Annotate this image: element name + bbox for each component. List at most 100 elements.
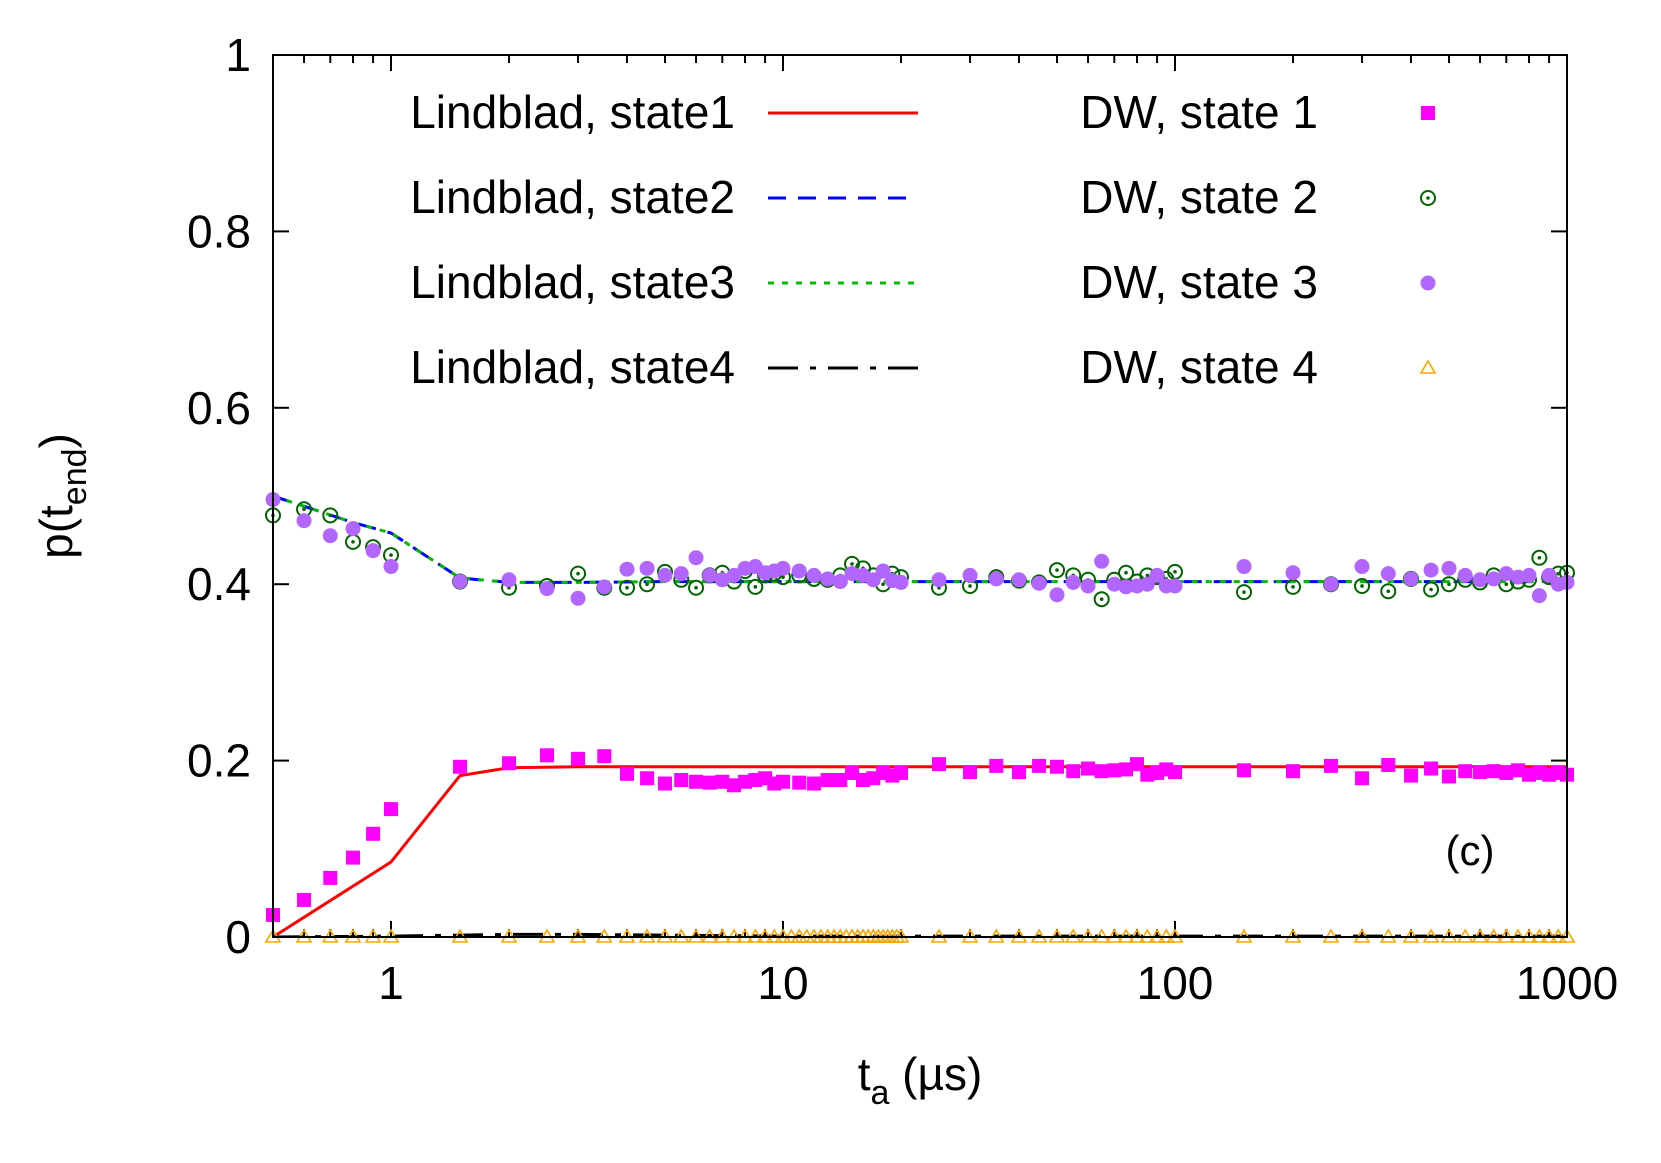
dw-state3-point: [1403, 571, 1419, 587]
dw-state1-point: [539, 748, 554, 763]
x-axis-label-rest: (µs): [889, 1048, 982, 1100]
dw-state1-point: [1486, 764, 1501, 779]
dw-state2-point-dot: [694, 585, 698, 590]
dw-state1-point: [689, 774, 704, 789]
dw-state1-point: [1032, 758, 1047, 773]
dw-state1-point: [323, 870, 338, 885]
dw-markers: [264, 492, 1576, 943]
dw-state2-point-ring: [1354, 577, 1371, 594]
dw-state1-point: [346, 850, 361, 865]
dw-state2-point-dot: [576, 571, 580, 576]
dw-state3-point: [1457, 567, 1473, 583]
dw-state1-point: [1458, 764, 1473, 779]
legend-label: DW, state 3: [1080, 256, 1318, 308]
dw-state3-point: [1049, 587, 1065, 603]
dw-state2-point-dot: [351, 540, 355, 544]
dw-state3-point: [806, 567, 822, 583]
lindblad-state2-line: [273, 494, 1567, 584]
dw-state1-point: [776, 774, 791, 789]
dw-state2-point: [747, 578, 764, 595]
dw-state1-point: [571, 751, 586, 766]
dw-state2-point-dot: [1360, 584, 1364, 588]
dw-state2-point-ring: [1048, 562, 1065, 579]
dw-state3-point: [639, 560, 655, 576]
dw-state3-point: [714, 572, 730, 588]
dw-state2-point: [1380, 583, 1397, 600]
dw-state2-point-dot: [1386, 589, 1391, 594]
dw-state2-point-dot: [1173, 570, 1177, 574]
dw-state3-point: [1510, 569, 1526, 585]
tick-labels: 0 0.2 0.4 0.6 0.8 1 1 10 100 1000: [187, 29, 1618, 1009]
dw-state3-point: [1531, 588, 1547, 604]
y-tick-label: 0.8: [187, 205, 251, 257]
dw-state1-point: [1323, 758, 1338, 773]
legend-label: Lindblad, state1: [410, 86, 735, 138]
dw-state3-point: [1423, 562, 1439, 578]
y-axis-label-main: p(t: [30, 505, 82, 559]
dw-state2-point: [1048, 562, 1065, 579]
dw-state1-point: [833, 773, 848, 788]
y-tick-label: 0.6: [187, 382, 251, 434]
dw-state2-point: [1093, 591, 1110, 608]
dw-state3-point: [775, 560, 791, 576]
dw-state1-point: [820, 773, 835, 788]
dw-state1-point: [384, 802, 399, 817]
dw-state3-point: [820, 571, 836, 587]
y-tick-label: 0: [225, 911, 251, 963]
x-axis-label-sub: a: [870, 1074, 889, 1112]
dw-state1-point: [1066, 764, 1081, 779]
dw-state3-point: [1354, 559, 1370, 575]
lindblad-state3-line: [273, 494, 1567, 584]
dw-state1-point: [1381, 758, 1396, 773]
dw-state2-point-ring: [1423, 581, 1440, 598]
y-axis-label: p(tend): [30, 433, 94, 559]
dw-state2-point: [619, 579, 636, 596]
dw-state2-point: [570, 565, 587, 582]
dw-state2-point-dot: [1145, 573, 1150, 578]
legend-label: Lindblad, state3: [410, 256, 735, 308]
dw-state2-point: [1167, 563, 1184, 580]
dw-state3-point: [1441, 560, 1457, 576]
x-tick-label: 1: [378, 957, 404, 1009]
dw-state3-point: [365, 543, 381, 559]
dw-state3-point: [296, 513, 312, 529]
y-tick-label: 0.2: [187, 735, 251, 787]
dw-state3-point: [345, 521, 361, 537]
dw-state1-point: [1130, 757, 1145, 772]
dw-state1-point: [1286, 764, 1301, 779]
dw-state3-point: [962, 567, 978, 583]
dw-state1-point: [1107, 763, 1122, 778]
legend-marker-sample: [1420, 190, 1436, 206]
dw-state2-point-dot: [389, 553, 393, 557]
legend-label: DW, state 4: [1080, 341, 1318, 393]
dw-state3-point: [596, 579, 612, 595]
dw-state3-point: [988, 571, 1004, 587]
dw-state3-point: [702, 567, 718, 583]
dw-state2-point: [345, 533, 362, 550]
dw-state2-point-dot: [968, 584, 972, 588]
dw-state3-point: [1031, 575, 1047, 591]
dw-state1-point: [1049, 759, 1064, 774]
dw-state1-point: [1168, 765, 1183, 780]
dw-state3-point: [844, 566, 860, 582]
dw-state2-point-dot: [781, 575, 785, 579]
dw-state1-point: [1424, 761, 1439, 776]
dw-state3-point: [1139, 576, 1155, 592]
legend: Lindblad, state1 Lindblad, state2 Lindblad…: [410, 86, 1437, 393]
dw-state3-point: [931, 572, 947, 588]
dw-state3-point: [1149, 567, 1165, 583]
dw-state2-point-ring: [570, 565, 587, 582]
dw-state3-point: [1236, 559, 1252, 575]
dw-state1-point: [657, 776, 672, 791]
dw-state2-point-dot: [753, 585, 758, 589]
dw-state3-point: [1118, 579, 1134, 595]
dw-state3-point: [688, 550, 704, 566]
plot-frame: [272, 54, 1568, 938]
dw-state3-point: [893, 574, 909, 590]
legend-label: DW, state 2: [1080, 171, 1318, 223]
dw-state2-point-ring: [688, 579, 705, 596]
legend-marker-sample-ring: [1420, 190, 1436, 206]
dw-state3-point: [383, 559, 399, 575]
x-axis-label: ta (µs): [858, 1048, 983, 1112]
dw-state2-point: [1423, 581, 1440, 598]
